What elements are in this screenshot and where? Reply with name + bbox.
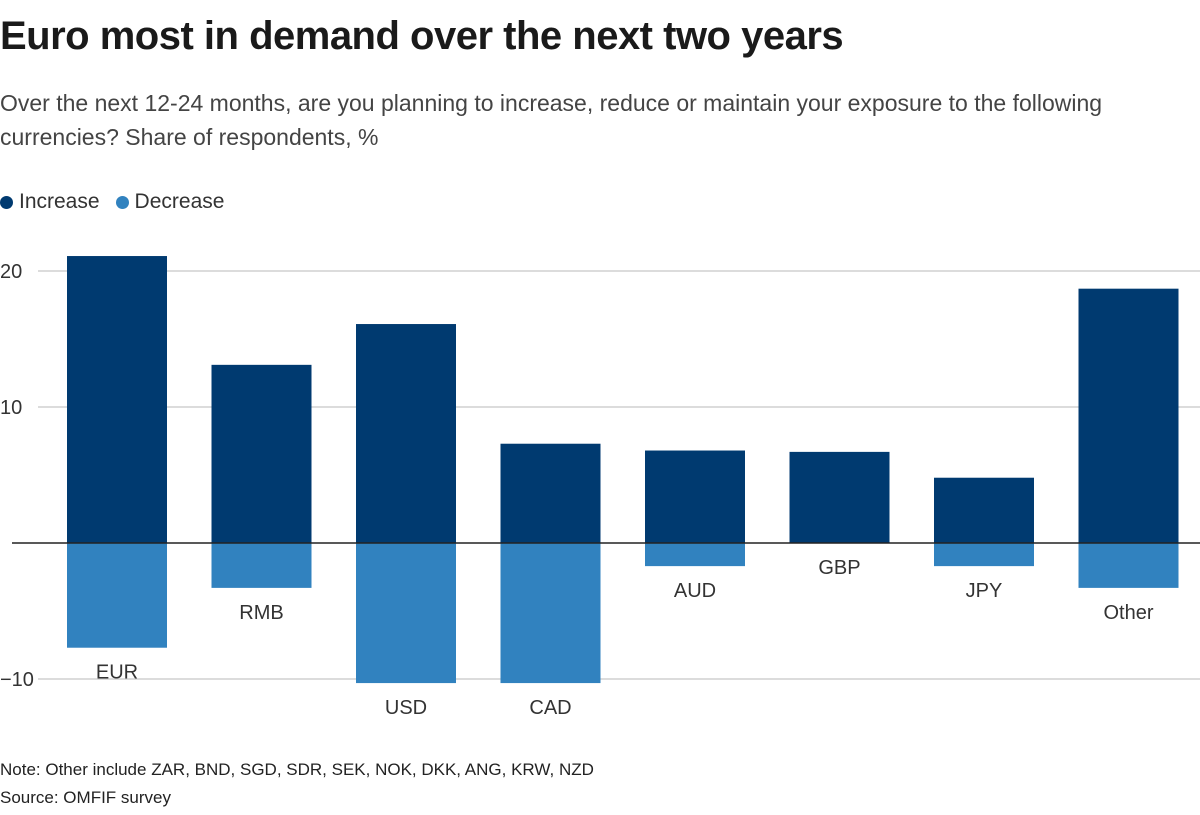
legend-item-increase: Increase <box>0 190 100 214</box>
x-category-label: RMB <box>239 602 283 624</box>
chart-title: Euro most in demand over the next two ye… <box>0 14 844 58</box>
legend-swatch-increase <box>0 195 13 209</box>
bar-increase <box>789 451 890 543</box>
legend-swatch-decrease <box>115 195 129 209</box>
y-tick-label: −10 <box>0 669 34 691</box>
bar-increase <box>356 324 456 543</box>
x-category-label: EUR <box>96 662 138 684</box>
bar-decrease <box>67 543 167 648</box>
x-category-label: USD <box>385 697 427 719</box>
bar-decrease <box>1078 543 1179 588</box>
x-category-label: JPY <box>966 580 1003 602</box>
bar-decrease <box>500 543 601 684</box>
bar-increase <box>645 450 745 543</box>
x-category-label: Other <box>1103 602 1153 624</box>
bar-increase <box>934 477 1034 543</box>
bar-increase <box>211 364 312 543</box>
x-category-label: CAD <box>529 697 571 719</box>
bar-increase <box>67 256 167 543</box>
chart-source: Source: OMFIF survey <box>0 788 171 807</box>
legend-item-decrease: Decrease <box>115 190 225 214</box>
bar-decrease <box>934 543 1034 567</box>
legend: Increase Decrease <box>0 189 240 215</box>
bar-decrease <box>211 543 312 588</box>
y-tick-label: 10 <box>0 397 22 419</box>
y-tick-label: 20 <box>0 261 22 283</box>
legend-label-decrease: Decrease <box>134 190 225 213</box>
bar-decrease <box>645 543 745 567</box>
x-category-label: AUD <box>674 580 716 602</box>
bar-decrease <box>356 543 456 684</box>
chart-subtitle: Over the next 12-24 months, are you plan… <box>0 90 1103 150</box>
bar-increase <box>1078 288 1179 543</box>
legend-label-increase: Increase <box>19 190 100 213</box>
x-category-label: GBP <box>818 557 860 579</box>
bar-increase <box>500 443 601 543</box>
chart-note: Note: Other include ZAR, BND, SGD, SDR, … <box>0 760 594 779</box>
